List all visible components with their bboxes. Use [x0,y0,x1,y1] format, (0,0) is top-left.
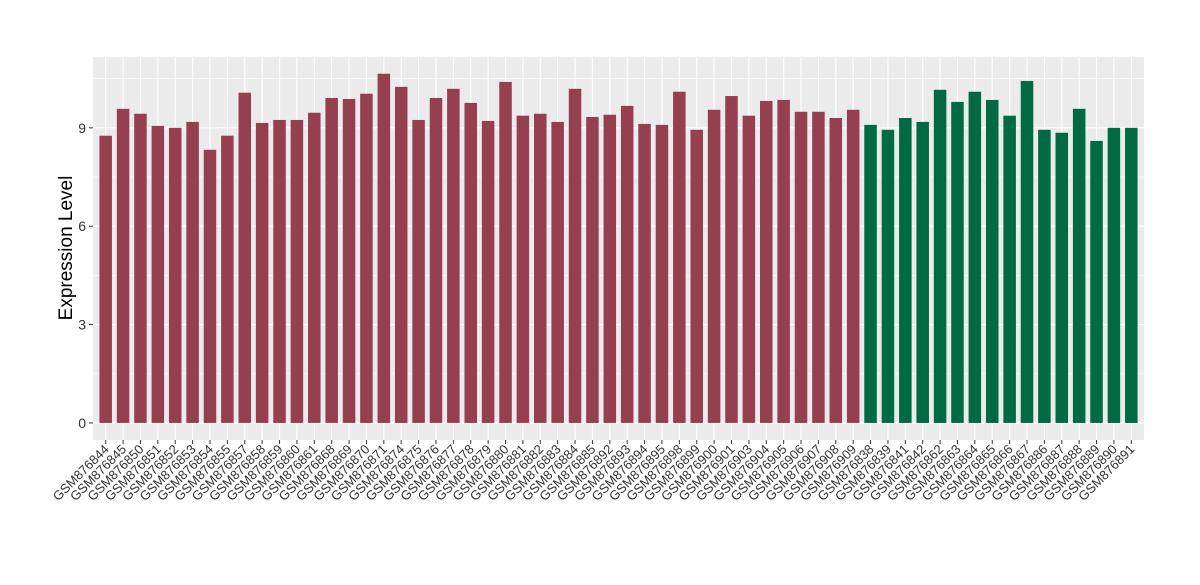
bar [1055,132,1069,423]
bar [760,100,773,423]
bar [238,92,252,423]
bar [620,105,634,423]
bar [342,98,356,423]
bar [99,135,112,423]
bar [812,111,825,423]
bar [846,109,860,423]
bar [1125,127,1138,423]
bar [151,125,165,423]
bar [638,123,651,423]
bar [221,135,234,423]
bar [864,124,877,423]
bar [534,113,547,423]
bar [412,119,425,423]
bar [255,122,269,423]
bar [951,101,964,423]
bar [829,117,843,423]
bar [603,114,617,423]
bar [777,99,790,423]
bar [690,129,703,423]
bar [725,96,738,423]
bar [168,127,182,423]
bar [499,81,512,423]
bar [134,113,147,423]
bar [673,91,686,423]
bar [464,102,477,423]
bar [586,117,599,423]
bar [1038,129,1051,423]
bar [186,121,199,423]
bar [394,86,408,423]
bar [429,97,443,423]
bar [568,88,582,423]
bar [360,93,373,423]
y-axis-label: Expression Level [56,176,77,321]
bar [968,91,982,423]
bar [203,149,217,423]
bar [447,88,460,423]
bar [933,89,947,423]
bar [1072,108,1086,423]
y-tick-label: 9 [78,120,86,136]
bar [655,124,669,423]
bar [325,97,338,423]
y-tick-label: 0 [78,415,86,431]
bar [707,109,721,423]
bar [881,129,895,423]
bar [742,115,756,423]
bar [551,121,564,423]
bar [308,112,321,423]
bar [916,121,929,423]
bar [794,111,808,423]
y-tick-label: 6 [78,218,86,234]
bar [985,99,999,423]
bar [1090,140,1103,423]
y-tick-label: 3 [78,317,86,333]
bar [481,120,495,423]
bar [1107,127,1121,423]
bar [290,119,304,423]
bar [1020,80,1034,423]
bar [899,117,912,423]
bar [377,73,391,423]
bar [1003,115,1016,423]
bar [516,115,530,423]
bar [116,108,130,423]
bar [273,119,286,423]
